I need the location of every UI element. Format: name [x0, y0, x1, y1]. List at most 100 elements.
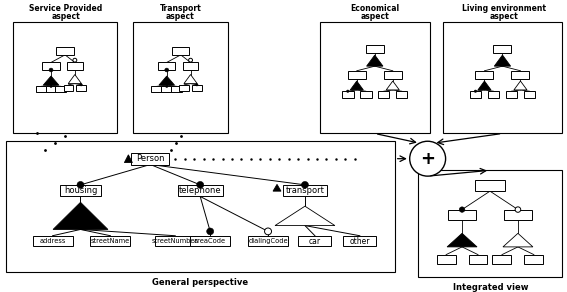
Bar	[342, 91, 353, 98]
Polygon shape	[159, 76, 175, 85]
Bar	[179, 85, 189, 91]
Bar	[76, 85, 86, 91]
Polygon shape	[53, 202, 108, 230]
Bar	[151, 86, 162, 92]
Bar	[524, 255, 543, 264]
Bar	[133, 22, 228, 133]
Text: Transport: Transport	[159, 4, 201, 13]
Text: aspect: aspect	[490, 12, 519, 21]
Polygon shape	[478, 81, 491, 90]
Text: Person: Person	[136, 154, 164, 163]
Circle shape	[474, 90, 477, 92]
Bar	[282, 185, 327, 197]
Bar	[33, 236, 73, 246]
Text: car: car	[309, 237, 321, 246]
Bar	[348, 71, 366, 79]
Circle shape	[165, 68, 169, 72]
Bar	[171, 86, 182, 92]
Bar	[378, 91, 390, 98]
Text: General perspective: General perspective	[152, 278, 248, 287]
Bar	[320, 22, 430, 133]
Polygon shape	[184, 74, 197, 84]
Bar	[64, 85, 74, 91]
Text: dialingCode: dialingCode	[248, 238, 288, 244]
Bar	[6, 141, 395, 272]
Text: streetName: streetName	[91, 238, 130, 244]
Bar	[504, 210, 532, 220]
Bar	[468, 255, 488, 264]
Text: streetNumber: streetNumber	[152, 238, 198, 244]
Text: aspect: aspect	[166, 12, 194, 21]
Bar	[298, 236, 331, 246]
Bar	[475, 180, 505, 191]
Bar	[45, 86, 57, 92]
Text: Living environment: Living environment	[463, 4, 547, 13]
Bar	[506, 91, 517, 98]
Polygon shape	[273, 184, 281, 191]
Polygon shape	[447, 233, 477, 247]
Polygon shape	[386, 81, 399, 90]
Text: aspect: aspect	[361, 12, 389, 21]
Bar	[192, 85, 202, 91]
Bar	[178, 185, 223, 197]
Bar	[344, 236, 376, 246]
Bar	[172, 47, 189, 55]
Polygon shape	[68, 74, 82, 84]
Bar	[418, 170, 562, 277]
Bar	[67, 62, 83, 70]
Bar	[488, 91, 499, 98]
Bar	[36, 86, 46, 92]
Bar	[43, 62, 60, 70]
Circle shape	[265, 228, 272, 235]
Circle shape	[302, 181, 308, 188]
Text: Integrated view: Integrated view	[452, 283, 528, 292]
Polygon shape	[367, 55, 383, 66]
Bar	[161, 86, 172, 92]
Polygon shape	[275, 206, 335, 225]
Bar	[493, 45, 511, 53]
Bar	[511, 71, 530, 79]
Polygon shape	[350, 81, 363, 90]
Circle shape	[73, 58, 77, 62]
Bar	[493, 255, 511, 264]
Polygon shape	[43, 76, 59, 85]
Bar	[60, 185, 101, 197]
Bar	[469, 91, 481, 98]
Bar	[155, 236, 195, 246]
Bar	[396, 91, 408, 98]
Bar	[56, 86, 66, 92]
Bar	[524, 91, 535, 98]
Circle shape	[410, 141, 446, 176]
Bar	[12, 22, 117, 133]
Circle shape	[346, 90, 349, 92]
Circle shape	[166, 85, 168, 88]
Circle shape	[189, 58, 193, 62]
Polygon shape	[514, 81, 527, 90]
Circle shape	[459, 207, 465, 212]
Bar	[57, 47, 74, 55]
Bar	[437, 255, 455, 264]
Bar	[132, 153, 170, 164]
Text: telephone: telephone	[179, 186, 222, 195]
Text: other: other	[350, 237, 370, 246]
Text: aspect: aspect	[51, 12, 80, 21]
Polygon shape	[494, 55, 511, 66]
Bar	[443, 22, 562, 133]
Circle shape	[50, 85, 52, 88]
Bar	[384, 71, 402, 79]
Bar	[360, 91, 371, 98]
Bar	[448, 210, 476, 220]
Circle shape	[77, 181, 84, 188]
Bar	[366, 45, 384, 53]
Bar	[158, 62, 175, 70]
Circle shape	[197, 181, 204, 188]
Bar	[183, 62, 198, 70]
Circle shape	[207, 228, 214, 235]
Polygon shape	[503, 233, 533, 247]
Circle shape	[515, 207, 521, 212]
Circle shape	[49, 68, 53, 72]
Circle shape	[196, 84, 198, 86]
Text: Economical: Economical	[350, 4, 399, 13]
Text: address: address	[39, 238, 66, 244]
Text: housing: housing	[64, 186, 97, 195]
